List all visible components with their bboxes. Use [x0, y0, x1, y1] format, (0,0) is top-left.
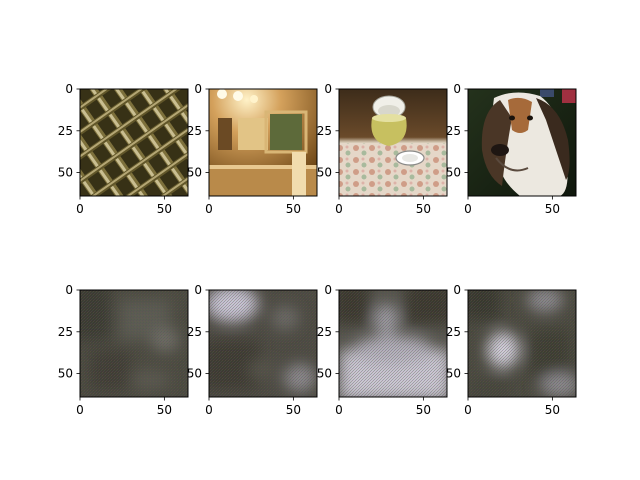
panel-1-3-ytick-label: 50	[446, 367, 461, 381]
panel-1-2-ytick-label: 0	[324, 283, 332, 297]
panel-0-0-ytick-label: 0	[65, 82, 73, 96]
panel-1-3-xtick-label: 50	[545, 403, 560, 417]
panel-1-1-frame	[208, 289, 318, 398]
panel-1-1-ytick-label: 25	[187, 325, 202, 339]
panel-1-2-ytick-label: 50	[317, 367, 332, 381]
panel-1-1-xtick-label: 0	[205, 403, 213, 417]
axes-layer: 0 50 0 25 50 0 50 0 25 50 0 50 0 25 50 0 50 0 25 50 0 50 0 25 50…	[58, 82, 577, 417]
panel-1-0-ytick-label: 25	[58, 325, 73, 339]
panel-0-2-frame	[338, 88, 448, 197]
panel-1-2-ytick-label: 25	[317, 325, 332, 339]
panel-1-1-ytick-label: 50	[187, 367, 202, 381]
panel-0-1-ytick-label: 0	[194, 82, 202, 96]
panel-0-2-xtick-label: 50	[416, 202, 431, 216]
panel-0-2-xtick-label: 0	[335, 202, 343, 216]
panel-0-2-ytick-label: 0	[324, 82, 332, 96]
panel-0-0-image	[80, 89, 188, 196]
panel-1-2-xtick-label: 50	[416, 403, 431, 417]
panel-0-0-xtick-label: 0	[76, 202, 84, 216]
panel-0-2-ytick-label: 50	[317, 166, 332, 180]
panel-0-0-ytick-label: 50	[58, 166, 73, 180]
panel-1-3-ytick-label: 0	[453, 283, 461, 297]
panel-0-0-xtick-label: 50	[157, 202, 172, 216]
panel-0-1-ytick-label: 25	[187, 124, 202, 138]
panel-0-0-frame	[79, 88, 189, 197]
panel-0-3-ytick-label: 50	[446, 166, 461, 180]
panel-1-0-xtick-label: 50	[157, 403, 172, 417]
panel-1-2-xtick-label: 0	[335, 403, 343, 417]
panel-1-3-frame	[467, 289, 577, 398]
panel-1-0-xtick-label: 0	[76, 403, 84, 417]
panel-0-1-frame	[208, 88, 318, 197]
panel-1-3-image	[468, 290, 576, 397]
panel-1-1-xtick-label: 50	[286, 403, 301, 417]
panel-0-0-ytick-label: 25	[58, 124, 73, 138]
panel-0-3-ytick-label: 25	[446, 124, 461, 138]
panel-1-0-frame	[79, 289, 189, 398]
panel-0-1-image	[209, 89, 317, 196]
panel-1-0-ytick-label: 50	[58, 367, 73, 381]
panel-0-3-frame	[467, 88, 577, 197]
panel-1-2-frame	[338, 289, 448, 398]
panel-0-1-ytick-label: 50	[187, 166, 202, 180]
panel-1-2-image	[339, 290, 447, 397]
panel-1-0-image	[80, 290, 188, 397]
panel-0-2-ytick-label: 25	[317, 124, 332, 138]
panel-0-3-xtick-label: 0	[464, 202, 472, 216]
panel-1-3-ytick-label: 25	[446, 325, 461, 339]
panel-0-1-xtick-label: 50	[286, 202, 301, 216]
panel-0-1-xtick-label: 0	[205, 202, 213, 216]
panel-1-1-ytick-label: 0	[194, 283, 202, 297]
panel-1-1-image	[209, 290, 317, 397]
panel-1-3-xtick-label: 0	[464, 403, 472, 417]
panel-0-3-xtick-label: 50	[545, 202, 560, 216]
panel-0-2-image	[339, 89, 447, 196]
panel-0-3-image	[468, 89, 576, 196]
panel-0-3-ytick-label: 0	[453, 82, 461, 96]
panel-1-0-ytick-label: 0	[65, 283, 73, 297]
